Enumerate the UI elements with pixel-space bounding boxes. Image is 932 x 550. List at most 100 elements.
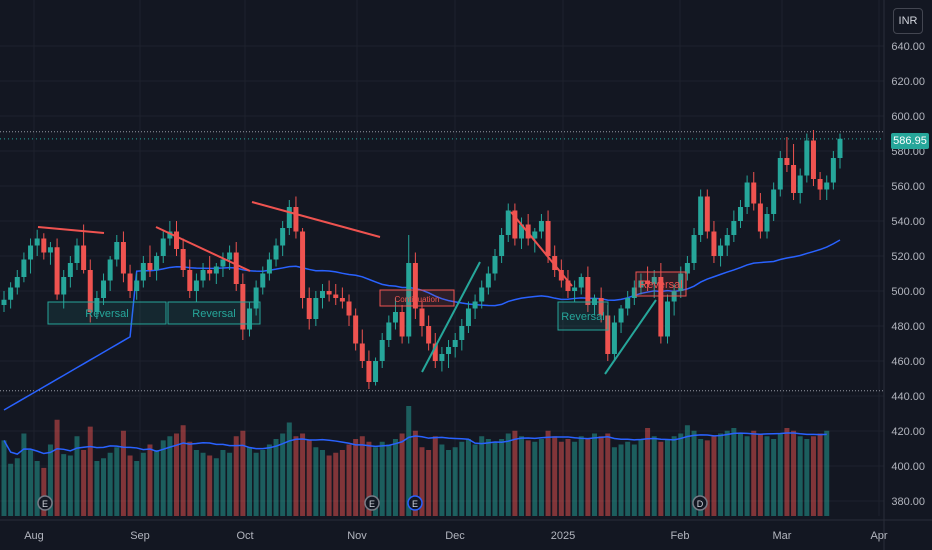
volume-bar xyxy=(465,439,471,516)
candle-body xyxy=(120,242,126,274)
candle-body xyxy=(465,308,471,326)
pattern-label: Reversal xyxy=(192,308,235,320)
x-tick-label: Dec xyxy=(445,530,465,542)
volume-bar xyxy=(678,433,684,516)
volume-ma-line xyxy=(3,432,827,455)
y-tick-label: 620.00 xyxy=(891,76,925,88)
candle-body xyxy=(260,273,266,288)
y-tick-label: 600.00 xyxy=(891,111,925,123)
candle-body xyxy=(227,252,233,260)
volume-bar xyxy=(558,441,564,516)
candle-body xyxy=(479,287,485,302)
y-tick-label: 580.00 xyxy=(891,146,925,158)
candle-body xyxy=(220,259,226,267)
candle-body xyxy=(704,196,710,232)
volume-bar xyxy=(684,425,690,516)
event-marker xyxy=(692,495,708,511)
volume-bar xyxy=(107,452,113,516)
candle-body xyxy=(406,263,412,337)
event-marker xyxy=(407,495,423,511)
last-price-tag: 586.95 xyxy=(891,133,929,149)
volume-bar xyxy=(346,444,352,516)
volume-bar xyxy=(61,454,67,516)
currency-button[interactable]: INR xyxy=(893,8,923,34)
volume-bar xyxy=(777,433,783,516)
candle-body xyxy=(134,280,140,291)
pattern-box xyxy=(635,271,687,297)
candle-body xyxy=(810,140,816,179)
candle-body xyxy=(213,266,219,274)
volume-bar xyxy=(333,452,339,516)
candle-body xyxy=(552,256,558,270)
volume-bar xyxy=(280,433,286,516)
candle-body xyxy=(8,287,14,300)
candle-body xyxy=(339,298,345,302)
volume-bar xyxy=(1,440,7,516)
candle-body xyxy=(101,280,107,298)
candle-body xyxy=(817,179,823,190)
x-tick-label: Sep xyxy=(130,530,150,542)
volume-bar xyxy=(326,455,332,516)
volume-bar xyxy=(8,463,14,516)
volume-bar xyxy=(306,440,312,516)
candle-body xyxy=(174,231,180,249)
volume-bar xyxy=(757,433,763,516)
candle-body xyxy=(193,280,199,291)
candle-body xyxy=(452,340,458,347)
candle-body xyxy=(691,235,697,263)
candle-body xyxy=(578,277,584,288)
candle-body xyxy=(61,277,67,295)
candle-body xyxy=(114,242,120,260)
volume-bar xyxy=(625,441,631,516)
volume-bar xyxy=(167,436,173,516)
volume-bar xyxy=(711,436,717,516)
volume-bar xyxy=(499,439,505,516)
volume-bar xyxy=(240,430,246,516)
volume-bar xyxy=(492,441,498,516)
volume-bar xyxy=(373,447,379,516)
candle-body xyxy=(300,231,306,298)
candle-body xyxy=(545,221,551,256)
trend-line xyxy=(37,226,105,234)
volume-bar xyxy=(737,433,743,516)
volume-bar xyxy=(213,458,219,516)
candle-body xyxy=(167,231,173,239)
candle-body xyxy=(273,245,279,260)
candle-body xyxy=(353,315,359,344)
candle-body xyxy=(127,273,133,291)
volume-bar xyxy=(439,444,445,516)
volume-bar xyxy=(459,441,465,516)
trend-line xyxy=(251,201,381,238)
volume-bar xyxy=(698,439,704,516)
candle-body xyxy=(187,270,193,291)
y-tick-label: 380.00 xyxy=(891,496,925,508)
pattern-label: Reversal xyxy=(561,311,604,323)
candle-body xyxy=(253,287,259,309)
volume-bar xyxy=(313,447,319,516)
volume-bar xyxy=(207,455,213,516)
candle-body xyxy=(459,326,465,340)
volume-bar xyxy=(791,430,797,516)
volume-bar xyxy=(718,433,724,516)
pattern-box xyxy=(379,289,455,307)
volume-bar xyxy=(485,439,491,516)
candle-body xyxy=(432,343,438,361)
candle-body xyxy=(472,301,478,309)
volume-bar xyxy=(538,439,544,516)
candle-body xyxy=(724,235,730,246)
candle-body xyxy=(505,210,511,235)
volume-bar xyxy=(81,450,87,516)
pattern-box xyxy=(47,301,167,325)
candle-body xyxy=(373,361,379,382)
volume-bar xyxy=(419,447,425,516)
candle-body xyxy=(737,207,743,221)
candle-body xyxy=(605,315,611,354)
candle-body xyxy=(379,340,385,361)
volume-bar xyxy=(691,430,697,516)
candle-body xyxy=(392,312,398,323)
candle-body xyxy=(21,259,27,277)
candle-body xyxy=(147,263,153,270)
volume-bar xyxy=(432,436,438,516)
volume-bar xyxy=(366,441,372,516)
